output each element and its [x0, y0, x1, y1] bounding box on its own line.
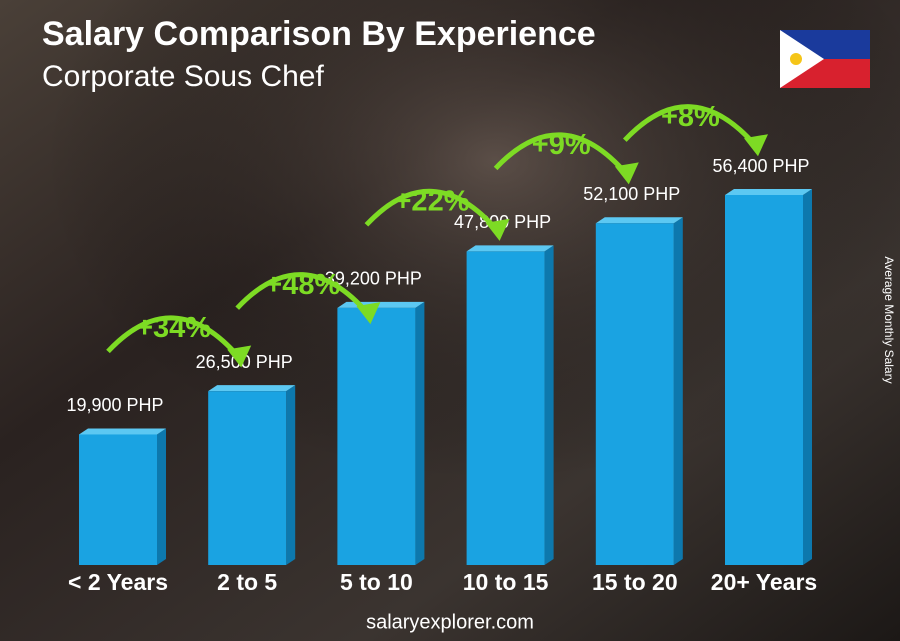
bar-side [673, 217, 683, 565]
chart-title: Salary Comparison By Experience [42, 15, 596, 53]
flag [780, 30, 870, 88]
x-tick-label: < 2 Years [68, 569, 168, 595]
bar-side [157, 428, 166, 565]
change-arrowhead [356, 302, 381, 325]
bar [595, 223, 674, 565]
bar-side [286, 385, 296, 565]
change-label: +22% [395, 185, 470, 217]
bar-top [595, 217, 683, 224]
bar [79, 434, 157, 565]
change-label: +48% [265, 269, 340, 301]
change-label: +9% [532, 129, 591, 161]
bar [725, 195, 803, 565]
x-tick-label: 10 to 15 [463, 569, 549, 595]
bar-side [803, 189, 812, 565]
change-arrowhead [485, 218, 510, 241]
bar-side [544, 245, 554, 565]
value-label: 26,500 PHP [196, 352, 293, 372]
change-label: +34% [136, 312, 211, 344]
change-arrow [622, 104, 758, 148]
x-tick-label: 20+ Years [711, 569, 817, 595]
bar-top [725, 189, 812, 195]
change-label: +8% [661, 101, 720, 133]
value-label: 56,400 PHP [712, 156, 809, 176]
change-arrow [364, 188, 500, 233]
bar-top [79, 428, 166, 435]
bar-top [337, 301, 425, 308]
bar-side [415, 301, 425, 565]
change-arrowhead [614, 162, 639, 185]
x-tick-label: 15 to 20 [592, 569, 678, 595]
value-label: 19,900 PHP [66, 395, 163, 415]
x-tick-label: 5 to 10 [340, 569, 413, 595]
change-arrow [235, 272, 371, 316]
y-axis-label: Average Monthly Salary [882, 256, 896, 383]
bar [466, 251, 545, 565]
bar-top [466, 245, 554, 252]
change-arrow [106, 315, 242, 360]
footer: salaryexplorer.com [366, 611, 534, 633]
change-arrowhead [227, 345, 252, 368]
change-arrow [493, 132, 629, 177]
bar [208, 391, 287, 565]
value-label: 39,200 PHP [325, 269, 422, 289]
bar [337, 307, 416, 565]
chart-subtitle: Corporate Sous Chef [42, 60, 324, 93]
bar-top [208, 385, 296, 392]
value-label: 52,100 PHP [583, 184, 680, 204]
change-arrowhead [744, 134, 768, 157]
x-tick-label: 2 to 5 [217, 569, 277, 595]
